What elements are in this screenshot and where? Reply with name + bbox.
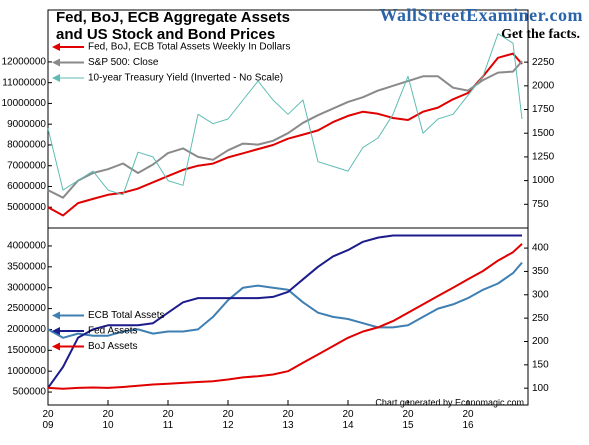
- y-tick-label: 8000000: [7, 140, 46, 151]
- y2-tick-label: 100: [532, 383, 549, 394]
- watermark-tagline: Get the facts.: [501, 27, 580, 42]
- legend-label: Fed Assets: [88, 326, 137, 337]
- legend-arrow: [52, 43, 60, 51]
- chart-title: and US Stock and Bond Prices: [56, 26, 275, 43]
- legend-label: BoJ Assets: [88, 341, 137, 352]
- y-tick-label: 2000000: [7, 324, 46, 335]
- x-tick-label: 20 12: [222, 409, 234, 431]
- series-line: [47, 33, 523, 196]
- y-tick-label: 1500000: [7, 345, 46, 356]
- legend-arrow: [52, 311, 60, 320]
- legend-label: Fed, BoJ, ECB Total Assets Weekly In Dol…: [88, 42, 291, 53]
- x-tick-label: 20 09: [42, 409, 54, 431]
- chart-title: Fed, BoJ, ECB Aggregate Assets: [56, 9, 290, 26]
- x-tick-label: 20 13: [282, 409, 294, 431]
- legend-arrow: [52, 342, 60, 351]
- x-tick-label: 20 11: [162, 409, 174, 431]
- y-tick-label: 11000000: [2, 77, 46, 88]
- y-tick-label: 500000: [13, 387, 47, 398]
- legend-label: 10-year Treasury Yield (Inverted - No Sc…: [88, 73, 283, 84]
- y2-tick-label: 250: [532, 313, 549, 324]
- y-tick-label: 10000000: [2, 98, 47, 109]
- series-line: [47, 52, 523, 217]
- y-tick-label: 7000000: [7, 160, 46, 171]
- series-line: [47, 243, 523, 390]
- x-tick-label: 20 10: [102, 409, 114, 431]
- y-tick-label: 3000000: [7, 282, 46, 293]
- y-tick-label: 9000000: [7, 119, 46, 130]
- legend-label: S&P 500: Close: [88, 57, 159, 68]
- x-tick-label: 20 14: [342, 409, 354, 431]
- y2-tick-label: 350: [532, 266, 549, 277]
- watermark-site: WallStreetExaminer.com: [380, 5, 583, 25]
- y2-tick-label: 1750: [532, 104, 555, 115]
- y2-tick-label: 1500: [532, 128, 555, 139]
- series-line: [47, 234, 522, 389]
- y2-tick-label: 400: [532, 243, 549, 254]
- legend-arrow: [52, 327, 60, 335]
- y2-tick-label: 1000: [532, 175, 555, 186]
- y-tick-label: 4000000: [7, 241, 46, 252]
- y2-tick-label: 200: [532, 336, 549, 347]
- series-line: [47, 261, 523, 339]
- y-tick-label: 12000000: [2, 57, 47, 68]
- y2-tick-label: 750: [532, 199, 549, 210]
- legend-arrow: [52, 74, 60, 82]
- y-tick-label: 2500000: [7, 303, 46, 314]
- y2-tick-label: 1250: [532, 152, 555, 163]
- y2-tick-label: 2000: [532, 80, 555, 91]
- legend-arrow: [52, 58, 60, 67]
- x-tick-label: 20 16: [462, 409, 474, 431]
- series-line: [47, 60, 523, 199]
- y-tick-label: 5000000: [7, 202, 46, 213]
- x-tick-label: 20 15: [402, 409, 414, 431]
- y2-tick-label: 2250: [532, 57, 555, 68]
- credit: Chart generated by Economagic.com: [375, 397, 524, 407]
- y2-tick-label: 300: [532, 289, 549, 300]
- y-tick-label: 3500000: [7, 261, 46, 272]
- y-tick-label: 1000000: [7, 366, 46, 377]
- y2-tick-label: 150: [532, 359, 549, 370]
- y-tick-label: 6000000: [7, 181, 46, 192]
- legend-label: ECB Total Assets: [88, 310, 165, 321]
